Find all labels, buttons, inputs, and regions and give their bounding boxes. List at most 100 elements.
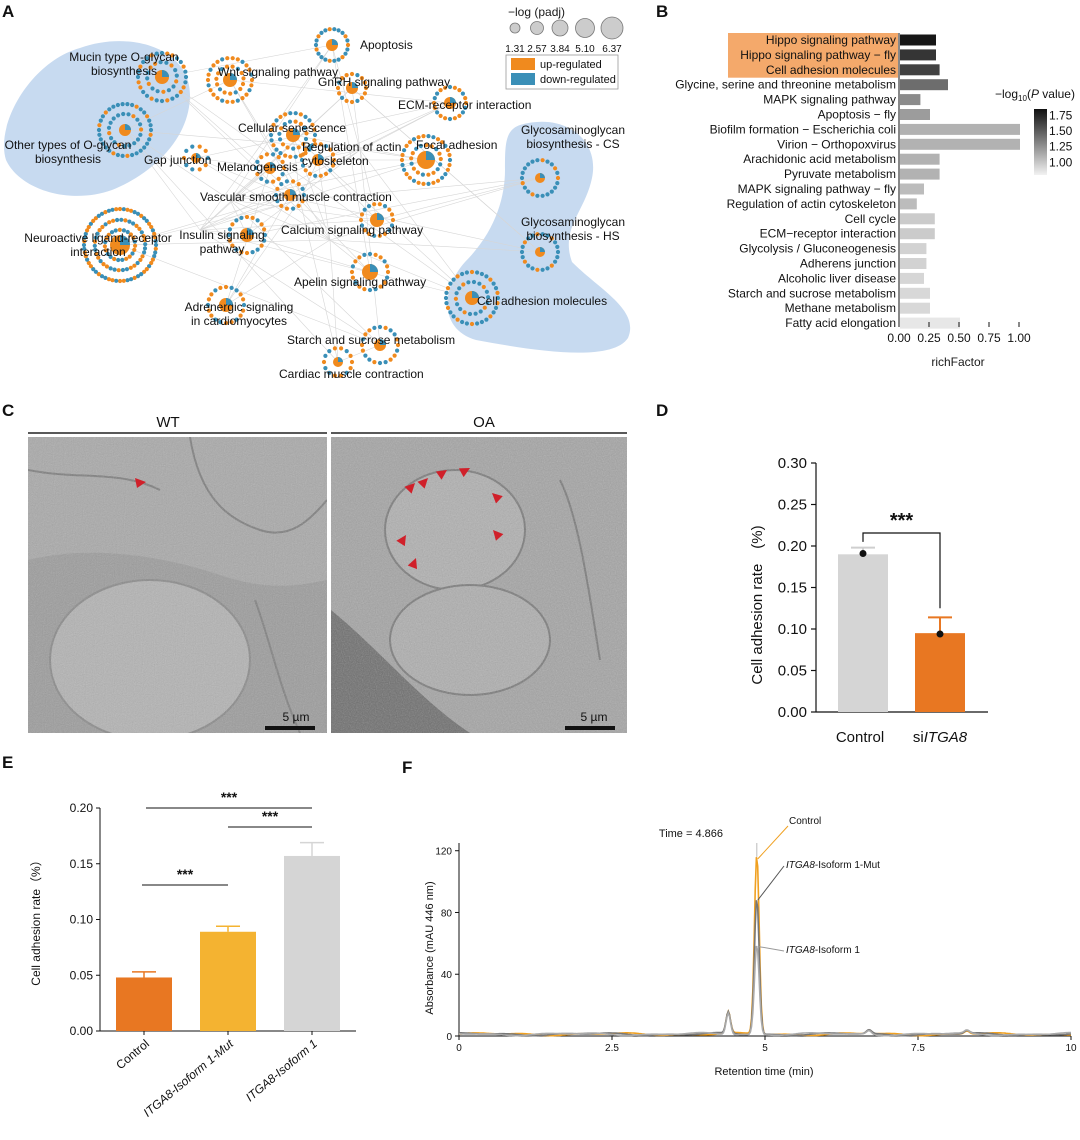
e-significance-label: *** [262,808,279,824]
gene-node [154,51,159,56]
gene-node [336,57,341,62]
pathway-label: Cardiac muscle contraction [279,367,424,381]
gene-node [82,239,87,244]
network-nodes [81,27,561,378]
gene-node [249,83,254,88]
gene-node [144,56,150,61]
gene-node [535,158,540,163]
b-colorbar-tick: 1.00 [1049,155,1073,169]
gene-node [303,147,308,152]
gene-node [116,142,122,148]
gene-node [372,233,377,238]
gene-node [184,148,189,153]
gene-node [359,223,365,228]
gene-node [96,213,101,218]
gene-node [395,348,400,353]
gene-node [181,64,186,69]
gene-node [447,162,452,168]
gene-node [174,93,180,98]
gene-node [355,98,360,103]
gene-node [388,328,393,333]
gene-node [130,251,135,256]
gene-node [230,64,235,69]
gene-node [94,251,99,256]
gene-node [328,147,333,152]
gene-node [357,255,362,260]
gene-node [111,151,116,156]
pathway-label: ECM-receptor interaction [398,98,531,112]
gene-node [178,59,183,65]
gene-node [98,259,103,264]
gene-node [382,259,387,264]
gene-node [545,233,550,238]
gene-node [411,137,417,142]
gene-node [226,232,232,238]
gene-node [431,180,436,185]
network-edge [199,102,451,231]
gene-node [165,51,170,56]
network-edge [119,199,301,246]
panel-letter-d: D [656,401,668,420]
gene-node [159,98,165,104]
panel-c-micrographs: WT OA 5 µm 5 µm [28,414,627,733]
gene-node [343,34,348,39]
gene-node [132,239,137,244]
d-y-tick-label: 0.00 [778,704,807,721]
gene-node [154,98,159,103]
f-y-tick-label: 80 [441,908,453,919]
b-bars [728,33,1020,329]
gene-node [224,64,230,69]
gene-node [444,290,449,295]
gene-node [479,271,484,277]
gene-node [452,116,457,121]
gene-node [107,148,112,153]
gene-node [363,85,369,91]
e-y-tick-label: 0.00 [70,1024,94,1038]
pathway-label: Gap junction [144,153,211,167]
pathway-node [313,27,351,63]
gene-node [332,27,337,32]
pathway-node [181,144,211,172]
gene-node [330,163,336,168]
gene-node [377,202,382,207]
gene-node [111,116,116,121]
gene-node [399,157,405,163]
gene-node [142,250,147,255]
network-edge [229,194,291,201]
d-y-tick-label: 0.05 [778,663,807,680]
gene-node [279,182,284,187]
gene-node [340,30,345,35]
gene-node [373,287,378,292]
gene-node [142,269,147,274]
panel-letter-e: E [2,753,13,772]
gene-node [145,114,150,119]
pathway-node [443,269,501,327]
network-edge [229,199,473,299]
network-edge [299,199,371,273]
gene-node [463,96,468,101]
gene-node [411,166,416,171]
gene-node [153,250,158,255]
gene-node [545,192,550,197]
oa-arrow [396,535,406,547]
gene-node [392,332,397,337]
b-bar [900,198,917,210]
gene-node [387,207,392,212]
d-data-point [936,630,944,638]
gene-node [549,162,554,167]
gene-node [211,63,216,68]
gene-node [218,320,223,325]
gene-node [230,243,235,248]
gene-node [522,240,528,245]
b-colorbar-tick: 1.25 [1049,140,1073,154]
gene-node [135,260,140,266]
gene-node [540,158,545,163]
gene-node [99,274,105,279]
gene-node [183,74,189,80]
gene-node [332,373,337,378]
gene-node [241,76,246,81]
gene-node [277,131,282,136]
gene-node [92,243,97,248]
network-edge [229,44,333,201]
gene-node [92,239,98,244]
